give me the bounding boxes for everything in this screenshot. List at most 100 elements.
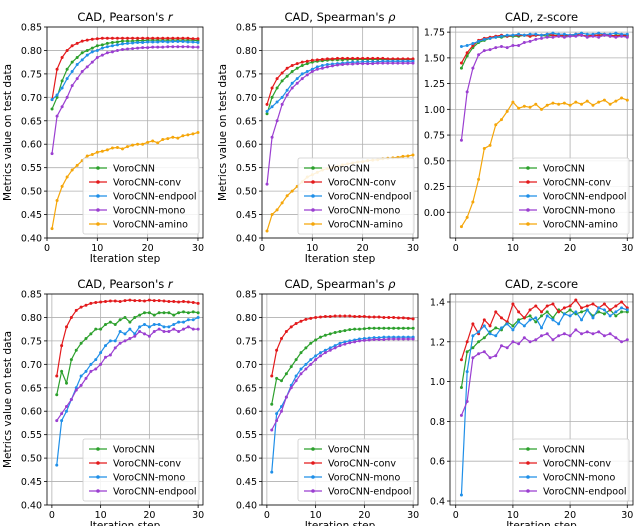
data-point	[146, 46, 150, 50]
data-point	[557, 322, 561, 326]
data-point	[614, 99, 618, 103]
data-point	[300, 60, 304, 64]
data-point	[597, 35, 601, 39]
data-point	[156, 45, 160, 49]
data-point	[275, 348, 279, 352]
legend-marker	[311, 489, 315, 493]
y-tick-label: 0.40	[21, 501, 42, 512]
data-point	[540, 310, 543, 314]
data-point	[625, 32, 629, 36]
data-point	[181, 40, 185, 44]
data-point	[79, 383, 83, 387]
series-line	[460, 329, 628, 416]
data-point	[625, 338, 629, 342]
data-point	[100, 46, 104, 50]
data-point	[104, 344, 107, 348]
data-point	[494, 123, 498, 127]
data-point	[522, 336, 526, 340]
data-point	[310, 70, 314, 74]
x-tick-label: 0	[44, 243, 50, 254]
data-point	[319, 315, 322, 319]
data-point	[574, 100, 578, 104]
data-point	[84, 376, 88, 380]
chart-panel-3: 0.00 0.25 0.50 0.75 1.00 1.25 1.50 1.75 0 10 20 30 C…	[424, 10, 634, 254]
data-point	[161, 138, 165, 142]
data-point	[136, 36, 140, 40]
data-point	[182, 327, 185, 331]
data-point	[372, 315, 376, 319]
data-point	[574, 32, 578, 36]
legend-marker	[526, 489, 530, 493]
data-point	[162, 299, 166, 303]
x-tick-label: 0	[259, 243, 265, 254]
data-point	[614, 35, 618, 39]
data-point	[591, 316, 595, 320]
legend-marker	[526, 180, 530, 184]
data-point	[60, 369, 64, 373]
legend-marker	[96, 180, 100, 184]
data-point	[328, 346, 332, 350]
data-point	[177, 320, 181, 324]
data-point	[131, 47, 135, 51]
x-tick-label: 10	[91, 243, 103, 254]
data-point	[557, 34, 561, 38]
data-point	[105, 41, 109, 45]
data-point	[294, 374, 298, 378]
data-point	[65, 67, 69, 71]
data-point	[196, 315, 200, 319]
data-point	[362, 327, 366, 331]
data-point	[602, 312, 606, 316]
data-point	[465, 44, 469, 48]
data-point	[534, 316, 538, 320]
data-point	[166, 137, 170, 141]
data-point	[191, 300, 195, 304]
data-point	[545, 35, 549, 39]
y-tick-label: 0.50	[236, 187, 257, 198]
data-point	[545, 314, 549, 318]
data-point	[353, 327, 357, 331]
data-point	[284, 395, 288, 399]
data-point	[115, 48, 119, 52]
data-point	[323, 351, 327, 355]
data-point	[196, 37, 200, 41]
data-point	[70, 84, 74, 88]
data-point	[74, 348, 78, 352]
data-point	[126, 41, 130, 45]
data-point	[387, 337, 391, 341]
data-point	[459, 413, 463, 417]
data-point	[562, 332, 566, 336]
y-tick-label: 0.55	[21, 163, 42, 174]
data-point	[540, 334, 543, 338]
data-point	[585, 308, 589, 312]
data-point	[191, 37, 195, 41]
data-point	[120, 39, 124, 43]
series-line	[460, 34, 628, 141]
data-point	[528, 308, 532, 312]
data-point	[517, 106, 521, 110]
data-point	[152, 330, 156, 334]
data-point	[333, 344, 337, 348]
data-point	[171, 36, 175, 40]
data-point	[406, 326, 410, 330]
data-point	[499, 45, 503, 49]
data-point	[325, 57, 329, 61]
data-point	[186, 300, 190, 304]
y-tick-label: 0.65	[236, 116, 257, 127]
x-axis-label: Iteration step	[305, 253, 376, 265]
data-point	[534, 32, 538, 36]
data-point	[568, 308, 572, 312]
data-point	[309, 341, 313, 345]
data-point	[362, 315, 366, 319]
data-point	[156, 36, 160, 40]
data-point	[625, 35, 629, 39]
data-point	[141, 142, 145, 146]
data-point	[372, 326, 376, 330]
y-tick-label: 0.50	[21, 454, 42, 465]
data-point	[534, 320, 538, 324]
data-point	[562, 32, 566, 36]
x-tick-label: 30	[407, 243, 419, 254]
data-point	[105, 45, 109, 49]
legend-label: VoroCNN-mono	[113, 473, 185, 484]
data-point	[89, 369, 93, 373]
data-point	[343, 340, 347, 344]
